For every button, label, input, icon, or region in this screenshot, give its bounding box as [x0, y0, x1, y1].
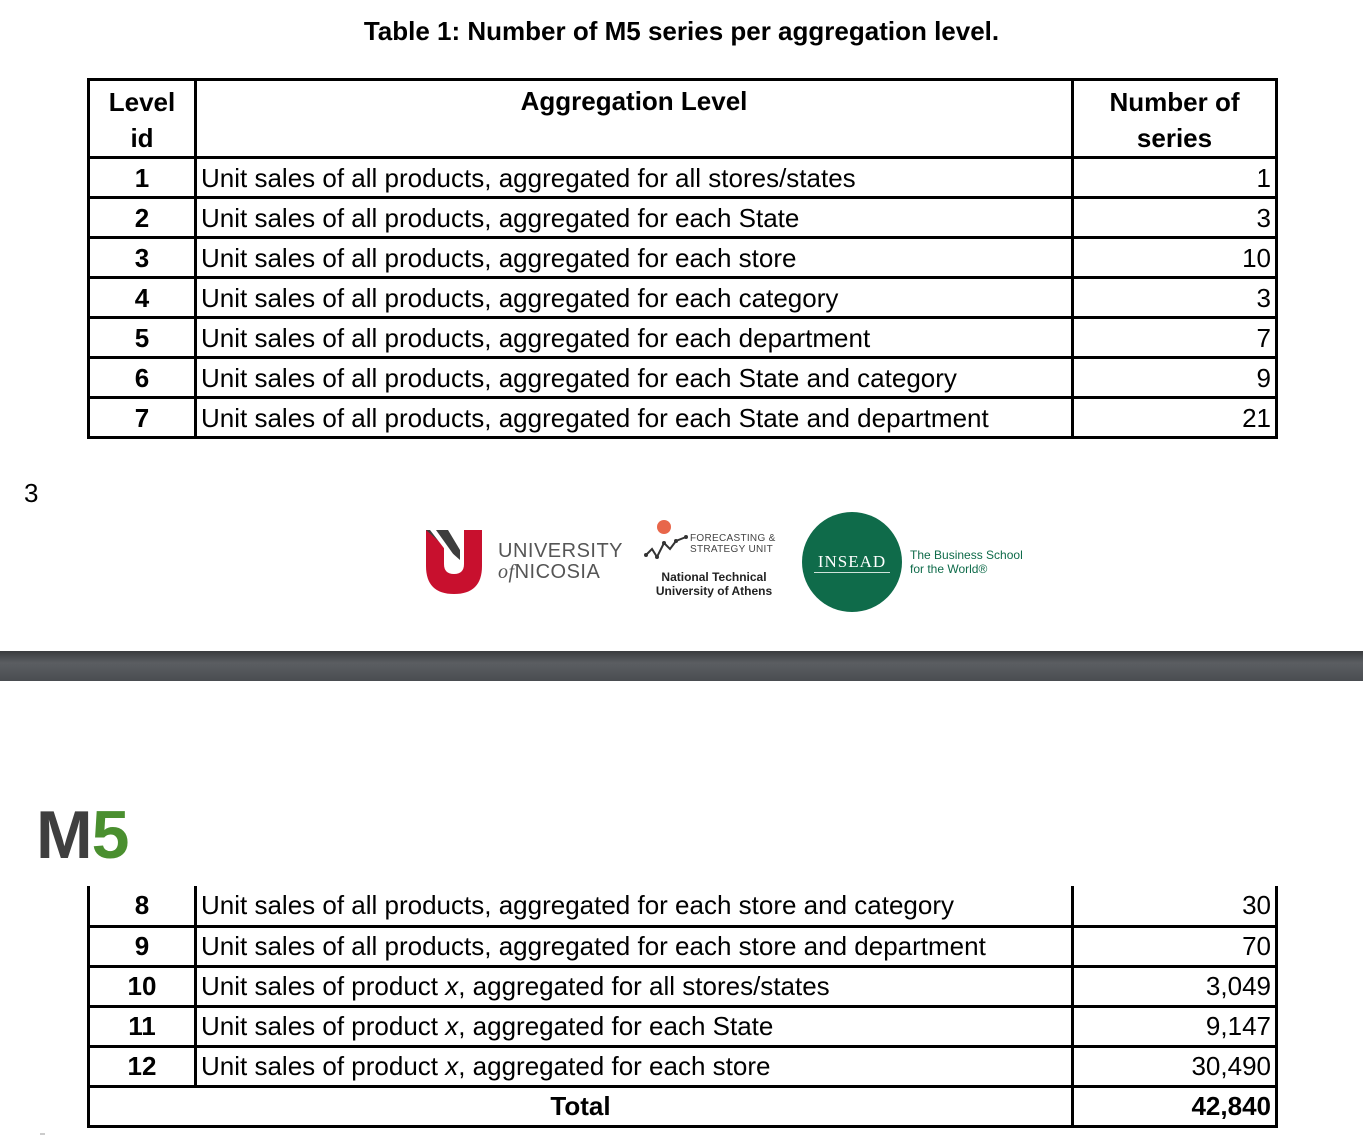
- series-count-cell: 10: [1071, 236, 1278, 279]
- level-id-cell: 10: [87, 964, 197, 1008]
- level-id-cell: 12: [87, 1044, 197, 1088]
- university-of-nicosia-logo-icon: [426, 530, 482, 594]
- level-id-cell: 1: [87, 156, 197, 199]
- aggregation-level-cell: Unit sales of all products, aggregated f…: [194, 356, 1074, 399]
- forecasting-unit-wordmark: FORECASTING & STRATEGY UNIT: [690, 533, 776, 555]
- aggregation-level-cell: Unit sales of all products, aggregated f…: [194, 396, 1074, 439]
- aggregation-level-cell: Unit sales of all products, aggregated f…: [194, 236, 1074, 279]
- total-row: Total 42,840: [87, 1084, 1278, 1128]
- series-count-cell: 1: [1071, 156, 1278, 199]
- level-id-cell: 8: [87, 886, 197, 928]
- aggregation-level-cell: Unit sales of product x, aggregated for …: [194, 1004, 1074, 1048]
- series-count-cell: 7: [1071, 316, 1278, 359]
- series-count-cell: 3,049: [1071, 964, 1278, 1008]
- aggregation-level-cell: Unit sales of product x, aggregated for …: [194, 964, 1074, 1008]
- level-id-cell: 2: [87, 196, 197, 239]
- table-row: 4 Unit sales of all products, aggregated …: [87, 276, 1278, 319]
- aggregation-table-top: Level id Aggregation Level Number of ser…: [87, 78, 1278, 439]
- table-row: 10 Unit sales of product x, aggregated fo…: [87, 964, 1278, 1008]
- document-page-top: Table 1: Number of M5 series per aggrega…: [0, 16, 1363, 625]
- forecasting-unit-logo-icon: [644, 520, 688, 560]
- series-count-cell: 30: [1071, 886, 1278, 928]
- series-count-cell: 21: [1071, 396, 1278, 439]
- page-edge-mark: [40, 1133, 45, 1135]
- table-row: 7 Unit sales of all products, aggregated …: [87, 396, 1278, 439]
- series-count-cell: 70: [1071, 924, 1278, 968]
- table-row: 12 Unit sales of product x, aggregated fo…: [87, 1044, 1278, 1088]
- level-id-cell: 9: [87, 924, 197, 968]
- aggregation-level-cell: Unit sales of all products, aggregated f…: [194, 316, 1074, 359]
- level-id-cell: 4: [87, 276, 197, 319]
- ntua-wordmark: National Technical University of Athens: [655, 570, 773, 598]
- series-count-cell: 30,490: [1071, 1044, 1278, 1088]
- series-count-cell: 9: [1071, 356, 1278, 399]
- table-header-row: Level id Aggregation Level Number of ser…: [87, 78, 1278, 159]
- header-number-of-series: Number of series: [1071, 78, 1278, 159]
- aggregation-level-cell: Unit sales of all products, aggregated f…: [194, 886, 1074, 928]
- series-count-cell: 3: [1071, 276, 1278, 319]
- aggregation-level-cell: Unit sales of all products, aggregated f…: [194, 924, 1074, 968]
- table-row: 8 Unit sales of all products, aggregated …: [87, 886, 1278, 928]
- total-value: 42,840: [1071, 1084, 1278, 1128]
- aggregation-table-bottom: 8 Unit sales of all products, aggregated …: [87, 886, 1278, 1128]
- aggregation-level-cell: Unit sales of all products, aggregated f…: [194, 196, 1074, 239]
- m5-logo: M5: [36, 797, 129, 873]
- insead-logo: INSEAD: [802, 512, 902, 612]
- series-count-cell: 9,147: [1071, 1004, 1278, 1048]
- table-row: 9 Unit sales of all products, aggregated …: [87, 924, 1278, 968]
- series-count-cell: 3: [1071, 196, 1278, 239]
- level-id-cell: 11: [87, 1004, 197, 1048]
- aggregation-level-cell: Unit sales of all products, aggregated f…: [194, 276, 1074, 319]
- table-row: 2 Unit sales of all products, aggregated …: [87, 196, 1278, 239]
- header-aggregation-level: Aggregation Level: [194, 78, 1074, 159]
- university-of-nicosia-wordmark: UNIVERSITY ofNICOSIA: [498, 540, 624, 583]
- total-label: Total: [87, 1084, 1074, 1128]
- table-caption: Table 1: Number of M5 series per aggrega…: [363, 16, 1000, 46]
- page-separator: [0, 651, 1363, 681]
- level-id-cell: 6: [87, 356, 197, 399]
- level-id-cell: 5: [87, 316, 197, 359]
- header-level-id: Level id: [87, 78, 197, 159]
- table-row: 6 Unit sales of all products, aggregated …: [87, 356, 1278, 399]
- table-row: 5 Unit sales of all products, aggregated …: [87, 316, 1278, 359]
- footer-logos: UNIVERSITY ofNICOSIA FORECASTING & STRAT…: [0, 505, 1363, 625]
- page-number: 3: [24, 478, 39, 508]
- aggregation-level-cell: Unit sales of all products, aggregated f…: [194, 156, 1074, 199]
- insead-divider: [814, 572, 890, 573]
- level-id-cell: 7: [87, 396, 197, 439]
- insead-tagline: The Business School for the World®: [910, 548, 1023, 576]
- table-row: 1 Unit sales of all products, aggregated …: [87, 156, 1278, 199]
- table-row: 11 Unit sales of product x, aggregated fo…: [87, 1004, 1278, 1048]
- aggregation-level-cell: Unit sales of product x, aggregated for …: [194, 1044, 1074, 1088]
- table-row: 3 Unit sales of all products, aggregated …: [87, 236, 1278, 279]
- level-id-cell: 3: [87, 236, 197, 279]
